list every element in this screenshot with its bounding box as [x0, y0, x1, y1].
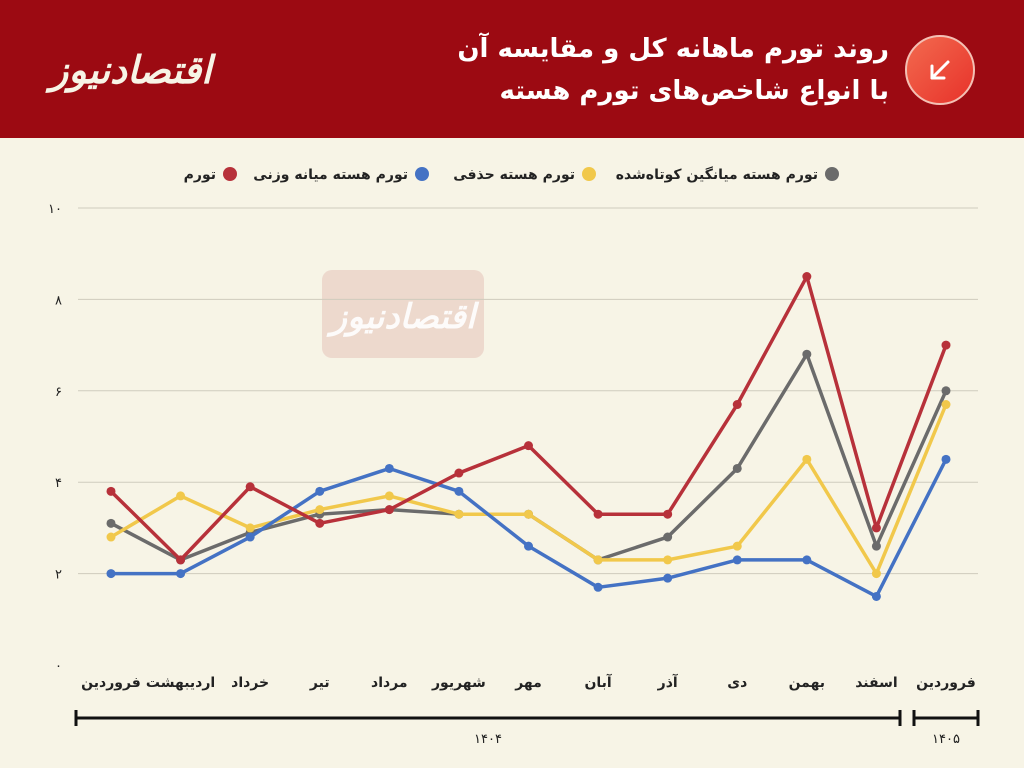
legend-label: تورم [184, 167, 216, 183]
header-banner: اقتصادنیوز روند تورم ماهانه کل و مقایسه … [0, 0, 1024, 138]
data-point [454, 486, 464, 496]
data-point [384, 463, 394, 473]
data-point [663, 555, 673, 565]
x-tick-label: مرداد [371, 675, 408, 691]
badge-button [905, 35, 975, 105]
legend-marker [825, 167, 839, 181]
data-point [245, 523, 255, 533]
data-point [732, 555, 742, 565]
data-point [732, 463, 742, 473]
x-tick-label: اسفند [855, 675, 897, 691]
x-tick-label: خرداد [231, 675, 269, 691]
data-point [593, 509, 603, 519]
data-point [245, 532, 255, 542]
data-point [871, 523, 881, 533]
data-point [941, 454, 951, 464]
x-tick-label: آذر [657, 673, 679, 691]
data-point [732, 400, 742, 410]
data-point [106, 569, 116, 579]
watermark-text: اقتصادنیوز [326, 297, 480, 337]
data-point [802, 555, 812, 565]
data-point [663, 573, 673, 583]
legend-label: تورم هسته میانگین کوتاه‌شده [616, 166, 818, 183]
data-point [663, 509, 673, 519]
data-point [941, 340, 951, 350]
logo: اقتصادنیوز [50, 48, 212, 92]
x-tick-label: آبان [584, 673, 612, 691]
series-line [110, 352, 948, 562]
data-point [106, 518, 116, 528]
y-tick-label: ۶ [55, 385, 62, 400]
data-point [871, 541, 881, 551]
data-point [802, 454, 812, 464]
x-tick-label: فروردین [916, 675, 976, 691]
legend-marker [582, 167, 596, 181]
data-point [663, 532, 673, 542]
data-point [802, 349, 812, 359]
x-tick-label: فروردین [81, 675, 141, 691]
legend-label: تورم هسته حذفی [453, 167, 575, 183]
title-line-1: روند تورم ماهانه کل و مقایسه آن [457, 34, 889, 64]
data-point [384, 505, 394, 515]
y-tick-label: ۴ [55, 476, 62, 491]
data-point [245, 482, 255, 492]
data-point [732, 541, 742, 551]
data-point [871, 569, 881, 579]
year-bracket: ۱۴۰۴ [74, 710, 902, 747]
data-point [315, 518, 325, 528]
data-point [384, 491, 394, 501]
title-line-2: با انواع شاخص‌های تورم هسته [499, 76, 890, 106]
watermark: اقتصادنیوز [322, 270, 484, 358]
data-point [524, 541, 533, 551]
legend-marker [223, 167, 237, 181]
data-point [315, 486, 325, 496]
x-tick-label: دی [727, 675, 747, 691]
data-point [454, 509, 464, 519]
x-tick-label: شهریور [431, 675, 486, 691]
y-tick-label: ۰ [55, 659, 62, 674]
y-tick-label: ۱۰ [48, 202, 62, 217]
year-label: ۱۴۰۵ [932, 732, 960, 747]
legend-marker [415, 167, 429, 181]
x-tick-label: مهر [514, 675, 542, 691]
data-point [941, 400, 951, 410]
x-tick-label: بهمن [789, 675, 825, 691]
year-label: ۱۴۰۴ [474, 732, 502, 747]
data-point [106, 532, 116, 542]
legend-label: تورم هسته میانه وزنی [253, 167, 408, 183]
x-tick-label: تیر [309, 675, 330, 691]
data-point [941, 386, 951, 396]
data-point [454, 468, 464, 478]
data-point [802, 272, 812, 282]
data-point [524, 441, 533, 451]
legend-item: تورم هسته میانه وزنی [253, 167, 429, 183]
data-point [176, 491, 186, 501]
data-point [106, 486, 116, 496]
data-point [524, 509, 533, 519]
legend-item: تورم [184, 167, 237, 183]
data-point [315, 505, 325, 515]
year-bracket: ۱۴۰۵ [912, 710, 980, 747]
x-tick-label: اردیبهشت [146, 675, 215, 691]
arrow-down-left-icon [930, 60, 950, 80]
legend-item: تورم هسته حذفی [453, 167, 596, 183]
data-point [593, 582, 603, 592]
legend-item: تورم هسته میانگین کوتاه‌شده [616, 166, 839, 183]
data-point [176, 569, 186, 579]
page-title: روند تورم ماهانه کل و مقایسه آن با انواع… [457, 28, 889, 112]
y-tick-label: ۸ [55, 293, 62, 308]
y-tick-label: ۲ [55, 568, 62, 583]
data-point [176, 555, 186, 565]
line-chart: اقتصادنیوز ۰ ۲ ۴ ۶ ۸ ۱۰ تورم تورم هسته میانه و… [48, 166, 980, 747]
data-point [593, 555, 603, 565]
data-point [871, 591, 881, 601]
